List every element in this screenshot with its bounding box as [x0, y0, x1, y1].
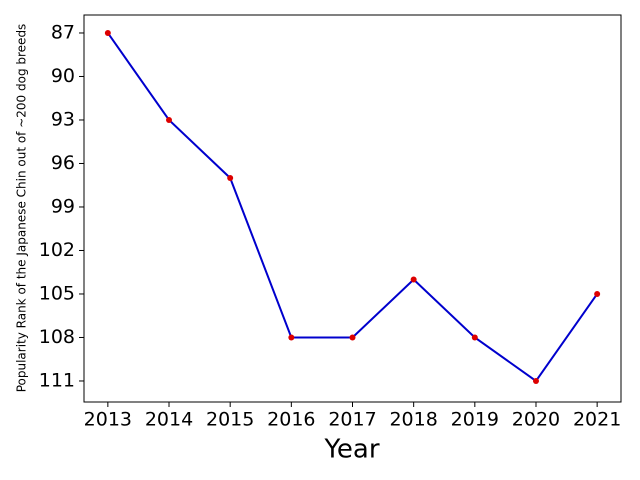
y-axis-label: Popularity Rank of the Japanese Chin out… [15, 24, 29, 393]
marker [227, 174, 234, 181]
x-tick-label: 2017 [328, 409, 376, 431]
y-tick-label: 99 [51, 195, 75, 217]
y-tick-label: 96 [51, 152, 75, 174]
y-tick-label: 105 [39, 282, 75, 304]
y-tick-label: 108 [39, 326, 75, 348]
marker [532, 377, 539, 384]
y-tick-label: 102 [39, 239, 75, 261]
marker [594, 290, 601, 297]
marker [471, 334, 478, 341]
y-tick-label: 87 [51, 21, 75, 43]
y-tick-label: 111 [39, 369, 75, 391]
x-axis-label: Year [323, 435, 379, 465]
x-tick-label: 2018 [389, 409, 437, 431]
marker [104, 29, 111, 36]
x-tick-label: 2015 [206, 409, 254, 431]
x-tick-label: 2020 [512, 409, 560, 431]
line [107, 32, 598, 383]
y-tick-label: 90 [51, 65, 75, 87]
y-tick-label: 93 [51, 108, 75, 130]
x-tick-label: 2014 [145, 409, 193, 431]
x-tick-label: 2013 [84, 409, 132, 431]
x-tick-label: 2019 [451, 409, 499, 431]
marker [166, 116, 173, 123]
plot-frame [83, 14, 622, 403]
x-tick-label: 2016 [267, 409, 315, 431]
marker [410, 276, 417, 283]
marker [349, 334, 356, 341]
x-tick-label: 2021 [573, 409, 621, 431]
marker [288, 334, 295, 341]
